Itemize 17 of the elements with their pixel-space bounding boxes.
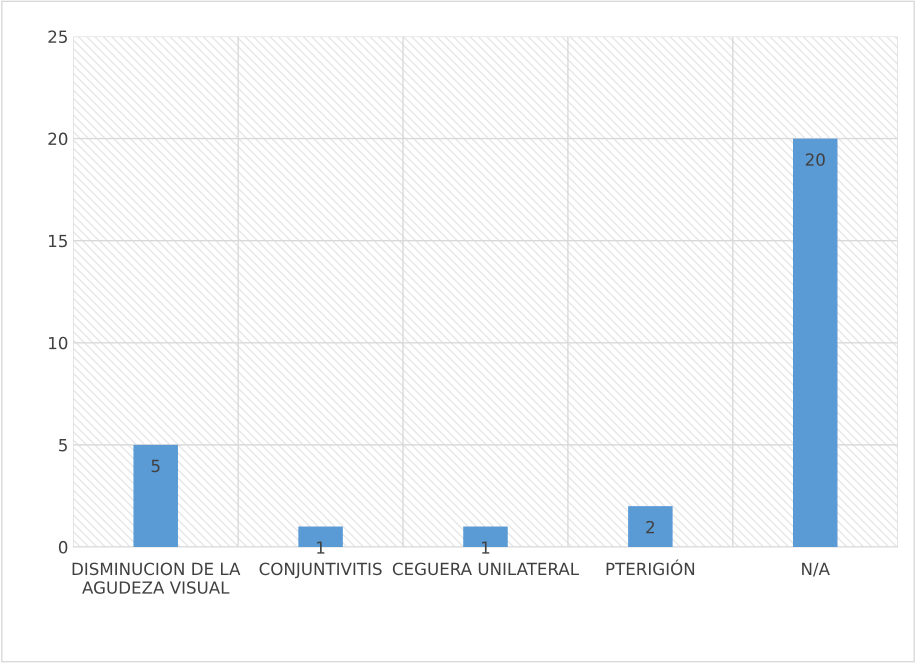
data-label: 20 <box>806 153 825 166</box>
data-label: 2 <box>646 520 654 534</box>
bar <box>133 444 178 547</box>
x-tick-label: N/A <box>802 562 830 576</box>
y-tick-label: 5 <box>59 439 67 452</box>
bar <box>628 506 673 547</box>
y-tick-label: 0 <box>58 540 68 554</box>
x-tick-label: CONJUNTIVITIS <box>260 562 382 578</box>
bar <box>792 138 838 547</box>
y-tick-label: 20 <box>48 132 68 146</box>
x-tick-label: DISMINUCION DE LA AGUDEZA VISUAL <box>72 562 240 594</box>
x-tick-label: PTERIGIÓN <box>606 560 694 576</box>
data-label: 5 <box>152 460 160 472</box>
y-tick-label: 10 <box>49 336 68 350</box>
y-tick-label: 15 <box>49 234 67 248</box>
x-tick-label: CEGUERA UNILATERAL <box>392 562 579 576</box>
y-tick-label: 25 <box>48 30 67 44</box>
